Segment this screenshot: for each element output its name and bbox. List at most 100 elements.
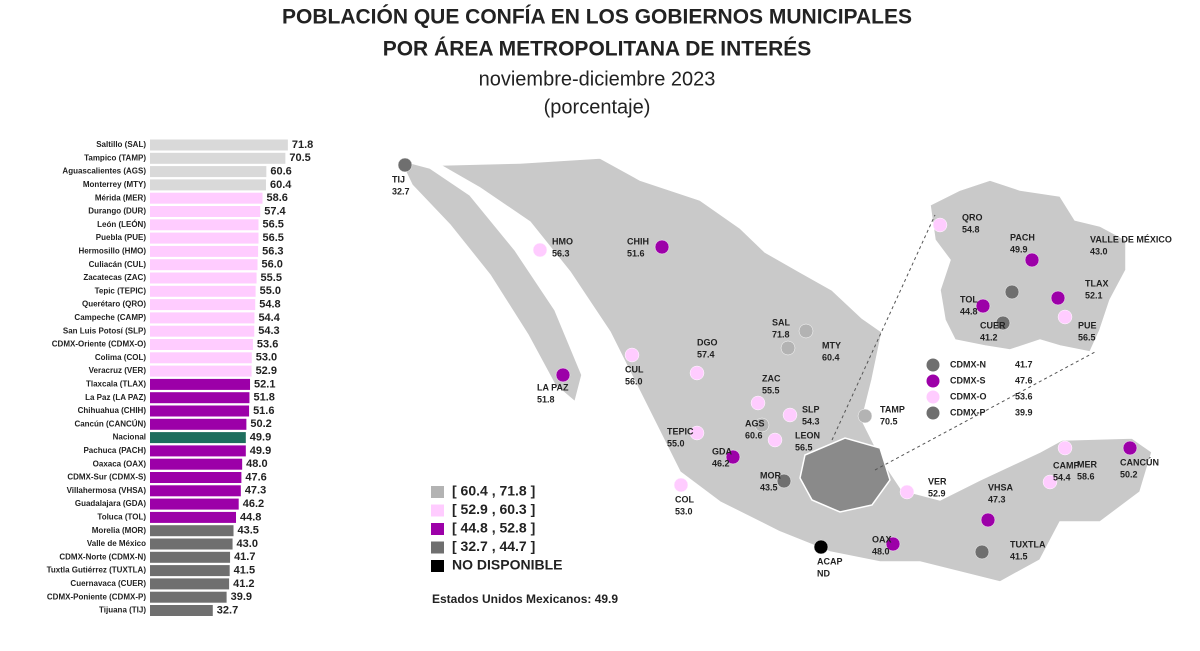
value-label: 41.7	[234, 551, 255, 563]
city-marker	[1004, 284, 1020, 300]
value-label: 57.4	[264, 205, 286, 217]
city-value: 43.0	[1090, 246, 1108, 256]
bar	[150, 511, 237, 523]
city-value: 56.5	[795, 442, 813, 452]
bar-label: Chihuahua (CHIH)	[78, 406, 147, 415]
city-marker	[1042, 474, 1058, 490]
bar	[150, 245, 259, 257]
city-marker	[397, 157, 413, 173]
city-name: ZAC	[762, 373, 781, 383]
city-name: OAX	[872, 534, 892, 544]
bar-label: Morelia (MOR)	[92, 526, 147, 535]
city-name: TUXTLA	[1010, 539, 1046, 549]
city-value: 32.7	[392, 186, 410, 196]
city-marker	[780, 340, 796, 356]
cdmx-value: 39.9	[1015, 407, 1033, 417]
value-label: 55.5	[261, 272, 282, 284]
bar-label: La Paz (LA PAZ)	[85, 393, 146, 402]
bar	[150, 139, 288, 151]
city-value: 51.8	[537, 394, 555, 404]
value-label: 70.5	[289, 152, 310, 164]
legend-swatch	[431, 486, 444, 498]
bar	[150, 232, 259, 244]
value-label: 60.6	[270, 166, 291, 178]
bar-label: Villahermosa (VHSA)	[67, 486, 147, 495]
legend-label: [ 60.4 , 71.8 ]	[452, 483, 535, 499]
city-name: PACH	[1010, 232, 1035, 242]
bar	[150, 272, 257, 284]
city-value: 56.5	[1078, 332, 1096, 342]
value-label: 54.4	[258, 312, 280, 324]
city-name: AGS	[745, 418, 765, 428]
city-marker	[899, 484, 915, 500]
cdmx-name: CDMX-N	[950, 359, 986, 369]
bar-label: CDMX-Norte (CDMX-N)	[59, 552, 146, 561]
zoom-line	[831, 214, 936, 441]
city-name: LA PAZ	[537, 382, 569, 392]
value-label: 43.0	[237, 538, 258, 550]
city-name: QRO	[962, 212, 983, 222]
value-label: 55.0	[260, 285, 281, 297]
cdmx-name: CDMX-P	[950, 407, 986, 417]
city-name: CAMP	[1053, 460, 1080, 470]
bar	[150, 352, 252, 364]
city-name: ACAP	[817, 556, 843, 566]
bar	[150, 312, 255, 324]
bar	[150, 418, 247, 430]
bar	[150, 192, 263, 204]
cdmx-value: 53.6	[1015, 391, 1033, 401]
cdmx-marker	[926, 374, 940, 388]
city-name: SAL	[772, 317, 791, 327]
bar-label: Cancún (CANCÚN)	[74, 419, 146, 428]
central-region	[799, 437, 891, 513]
bar-label: Culiacán (CUL)	[89, 260, 147, 269]
city-marker	[932, 217, 948, 233]
value-label: 50.2	[250, 418, 271, 430]
value-label: 49.9	[250, 445, 271, 457]
bar-label: Tuxtla Gutiérrez (TUXTLA)	[47, 566, 147, 575]
city-name: CUER	[980, 320, 1006, 330]
city-value: 53.0	[675, 506, 693, 516]
bar-label: Saltillo (SAL)	[96, 140, 146, 149]
legend-label: NO DISPONIBLE	[452, 557, 562, 573]
cdmx-name: CDMX-O	[950, 391, 987, 401]
city-marker	[532, 242, 548, 258]
city-name: TOL	[960, 294, 978, 304]
city-value: 46.2	[712, 458, 730, 468]
value-label: 53.6	[257, 338, 278, 350]
bar-label: Pachuca (PACH)	[83, 446, 146, 455]
city-marker	[689, 425, 705, 441]
city-name: TIJ	[392, 174, 405, 184]
city-name: MTY	[822, 340, 841, 350]
value-label: 56.5	[262, 219, 283, 231]
city-value: 51.6	[627, 248, 645, 258]
city-marker	[798, 323, 814, 339]
value-label: 47.3	[245, 485, 266, 497]
value-label: 60.4	[270, 179, 292, 191]
city-value: 70.5	[880, 416, 898, 426]
bar	[150, 166, 267, 178]
cdmx-marker	[926, 358, 940, 372]
city-name: COL	[675, 494, 695, 504]
bar-label: Puebla (PUE)	[96, 233, 147, 242]
city-marker	[782, 407, 798, 423]
bar-label: Nacional	[113, 433, 146, 442]
bar	[150, 378, 251, 390]
bar-label: Monterrey (MTY)	[83, 180, 146, 189]
title: POR ÁREA METROPOLITANA DE INTERÉS	[383, 38, 812, 61]
value-label: 56.5	[262, 232, 283, 244]
bar	[150, 551, 231, 563]
bar-label: CDMX-Sur (CDMX-S)	[67, 473, 146, 482]
bar-label: Guadalajara (GDA)	[75, 499, 146, 508]
legend-label: [ 44.8 , 52.8 ]	[452, 520, 535, 536]
bar-label: CDMX-Poniente (CDMX-P)	[47, 592, 146, 601]
bar-label: Aguascalientes (AGS)	[62, 167, 146, 176]
city-value: 56.0	[625, 376, 643, 386]
bar	[150, 179, 266, 191]
city-marker	[776, 473, 792, 489]
city-value: 60.4	[822, 352, 840, 362]
city-value: 48.0	[872, 546, 890, 556]
city-marker	[725, 449, 741, 465]
bar	[150, 485, 241, 497]
